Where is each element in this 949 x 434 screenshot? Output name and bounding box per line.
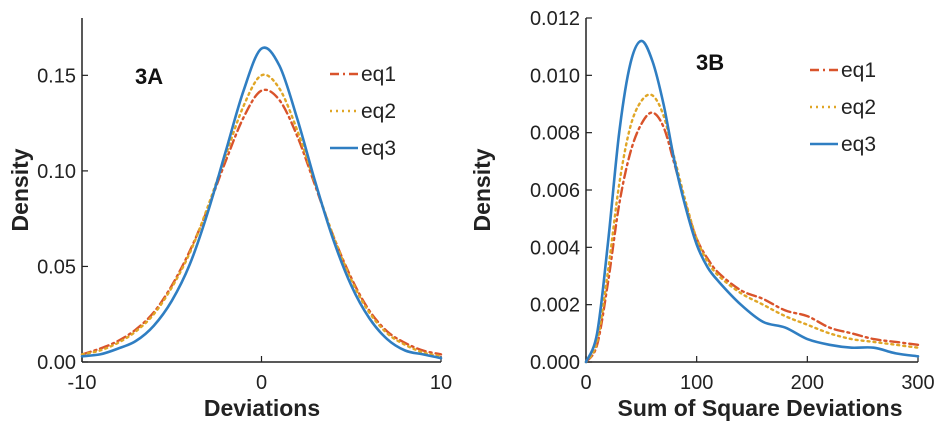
series-line-eq3 — [80, 46, 443, 360]
legend: eq1 eq2 eq3 — [330, 63, 396, 160]
y-tick-label: 0.008 — [530, 123, 580, 145]
panel-label: 3B — [696, 50, 724, 75]
legend-label-eq2: eq2 — [841, 96, 876, 119]
x-tick-label: 300 — [901, 372, 934, 394]
axis-ticks: -10 0 10 0.00 0.05 0.10 0.15 — [37, 65, 452, 394]
x-tick-label: 100 — [680, 372, 713, 394]
series-line-eq2 — [80, 73, 443, 358]
x-tick-label: 0 — [256, 372, 267, 394]
axis-ticks: 0 100 200 300 0.000 0.002 0.004 0.006 0.008 0.010… — [530, 8, 935, 394]
legend-label-eq2: eq2 — [361, 100, 396, 123]
y-tick-label: 0.10 — [37, 161, 76, 183]
series-line-eq2 — [584, 93, 920, 364]
series-line-eq3 — [584, 39, 920, 364]
series-group — [80, 46, 443, 360]
x-tick-label: 10 — [430, 372, 452, 394]
y-tick-label: 0.05 — [37, 256, 76, 278]
legend-label-eq1: eq1 — [841, 59, 876, 82]
legend-label-eq3: eq3 — [841, 133, 876, 156]
x-axis-label: Sum of Square Deviations — [617, 395, 902, 421]
series-group — [584, 39, 920, 364]
y-tick-label: 0.010 — [530, 65, 580, 87]
y-tick-label: 0.012 — [530, 8, 580, 30]
y-tick-label: 0.004 — [530, 237, 580, 259]
series-line-eq1 — [80, 88, 443, 356]
y-axis-label: Density — [469, 148, 495, 231]
panel-label: 3A — [135, 64, 163, 89]
x-tick-label: 0 — [580, 372, 591, 394]
y-axis-label: Density — [7, 148, 33, 231]
y-tick-label: 0.00 — [37, 352, 76, 374]
y-tick-label: 0.002 — [530, 295, 580, 317]
legend: eq1 eq2 eq3 — [810, 59, 876, 156]
chart-panel-3b: 3B Sum of Square Deviations Density 0 100… — [469, 8, 935, 421]
y-tick-label: 0.006 — [530, 180, 580, 202]
x-tick-label: 200 — [791, 372, 824, 394]
y-tick-label: 0.15 — [37, 65, 76, 87]
y-tick-label: 0.000 — [530, 352, 580, 374]
chart-panel-3a: 3A Deviations Density -10 0 10 0.00 0.05 0.10… — [7, 18, 452, 421]
x-tick-label: -10 — [68, 372, 97, 394]
legend-label-eq1: eq1 — [361, 63, 396, 86]
legend-label-eq3: eq3 — [361, 137, 396, 160]
x-axis-label: Deviations — [204, 395, 320, 421]
